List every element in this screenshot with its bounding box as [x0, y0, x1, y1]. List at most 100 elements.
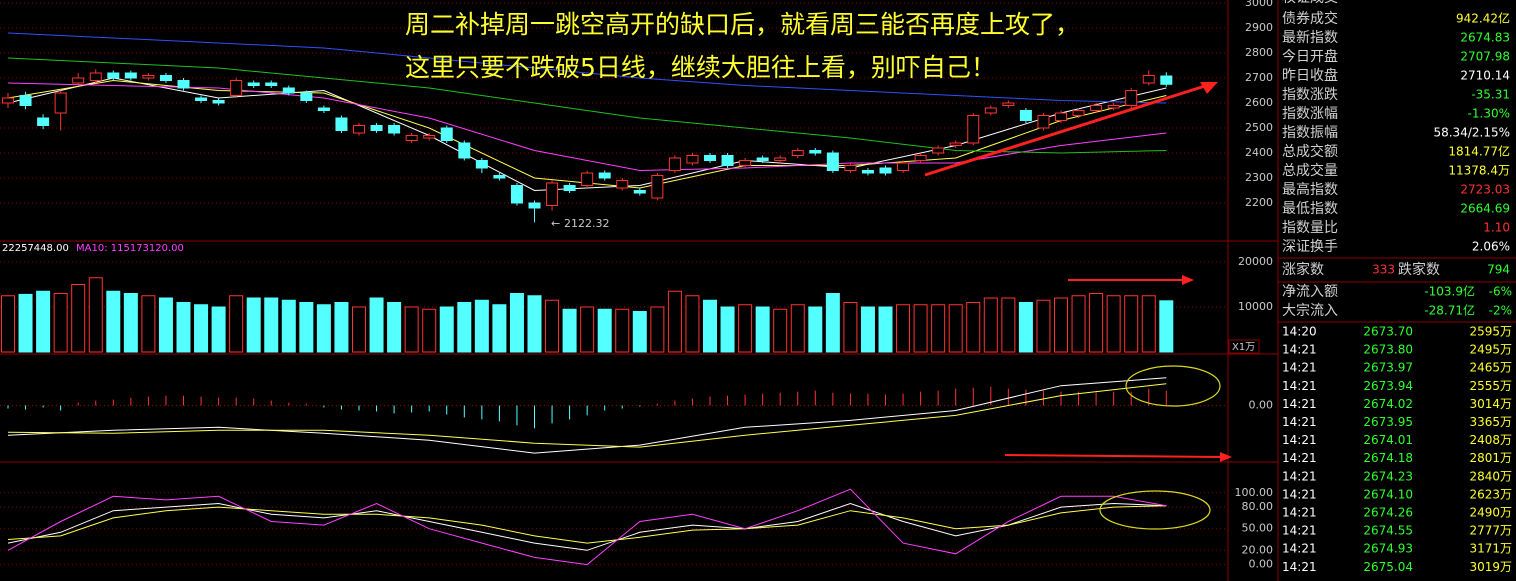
tick-time: 14:21 [1282, 524, 1317, 538]
volume-bar [36, 290, 51, 353]
tick-price: 2674.23 [1363, 469, 1413, 483]
trend-arrow [924, 84, 1206, 177]
y-tick-label: 3000 [1245, 0, 1273, 9]
volume-bar [53, 293, 68, 353]
tick-volume: 3014万 [1469, 397, 1512, 411]
tick-time: 14:21 [1282, 415, 1317, 429]
y-tick-label: 2200 [1245, 196, 1273, 209]
volume-bar [264, 297, 279, 353]
arrow-head [1200, 82, 1218, 94]
row-value: 1814.77亿 [1448, 144, 1510, 159]
volume-unit: X1万 [1232, 342, 1255, 353]
row-label: 指数涨跌 [1282, 87, 1338, 103]
row-label: 昨日收盘 [1282, 67, 1338, 84]
tick-volume: 2777万 [1469, 524, 1512, 538]
tick-price: 2673.97 [1363, 361, 1413, 375]
tick-time: 14:21 [1282, 379, 1317, 393]
row-value: 1.10 [1483, 221, 1510, 235]
tick-volume: 2555万 [1469, 379, 1512, 393]
tick-time: 14:21 [1282, 361, 1317, 375]
flat-arrow [1004, 454, 1223, 458]
candle-body [1072, 110, 1085, 116]
tick-volume: 2465万 [1469, 361, 1512, 375]
candle-body [1125, 90, 1138, 106]
low-label: 2122.32 [564, 217, 610, 230]
row-label: 权证成交 [1282, 0, 1338, 6]
candle-body [300, 92, 313, 101]
row-label: 最低指数 [1282, 201, 1338, 217]
volume-bar [1071, 295, 1086, 353]
candle-body [107, 72, 120, 79]
volume-bar [299, 302, 314, 353]
tick-time: 14:21 [1282, 397, 1317, 411]
volume-bar [404, 306, 419, 353]
indicator-line [7, 488, 1167, 566]
candle-body [1019, 110, 1032, 121]
candle-body [949, 142, 962, 146]
y-tick-label: 80.00 [1242, 500, 1274, 513]
candle-body [721, 155, 734, 166]
candle-body [774, 157, 787, 161]
candle-body [493, 175, 506, 179]
tick-time: 14:21 [1282, 542, 1317, 556]
volume-bar [632, 311, 647, 353]
row-value: -2% [1489, 304, 1512, 318]
candle-body [212, 100, 225, 104]
volume-bar [123, 293, 138, 353]
volume-bar [913, 304, 928, 353]
volume-bar [773, 308, 788, 353]
tick-volume: 3019万 [1469, 560, 1512, 574]
volume-bar [229, 295, 244, 353]
y-tick-label: 2600 [1245, 96, 1273, 109]
row-label: 今日开盘 [1282, 48, 1338, 65]
candle-body [861, 170, 874, 174]
volume-bar [1124, 295, 1139, 353]
y-tick-label: 20.00 [1242, 543, 1274, 556]
volume-bar [527, 295, 542, 353]
tick-price: 2674.02 [1363, 397, 1413, 411]
row-label: 最高指数 [1282, 181, 1338, 198]
candle-body [844, 165, 857, 171]
candle-body [616, 180, 629, 189]
volume-bar [334, 302, 349, 353]
volume-bar [141, 295, 156, 353]
candle-body [282, 87, 295, 94]
candle-body [897, 162, 910, 171]
y-tick-label: 50.00 [1242, 522, 1274, 535]
volume-bar [1001, 297, 1016, 353]
tick-price: 2674.26 [1363, 506, 1413, 520]
volume-bar [703, 299, 717, 353]
y-tick-label: 2300 [1245, 171, 1273, 184]
row-value: -28.71亿 [1424, 303, 1475, 318]
candle-body [1107, 105, 1120, 109]
tick-volume: 2595万 [1469, 325, 1512, 339]
candle-body [739, 160, 752, 166]
volume-bar [71, 284, 86, 353]
tick-volume: 2495万 [1469, 343, 1512, 357]
row-value: 794 [1487, 263, 1510, 277]
volume-bar [509, 293, 524, 353]
volume-bar [580, 306, 595, 353]
volume-bar [316, 304, 331, 353]
volume-bar [246, 297, 261, 353]
candle-body [984, 107, 997, 114]
volume-bar [597, 308, 612, 353]
volume-header: MA10: 115173120.00 [76, 243, 184, 254]
row-value: -6% [1489, 285, 1512, 299]
volume-bar [106, 290, 121, 353]
candle-body [2, 97, 14, 104]
volume-bar [211, 306, 226, 353]
row-label: 大宗流入 [1282, 303, 1338, 319]
candle-body [809, 150, 822, 154]
candle-body [546, 182, 559, 206]
arrow-head [1182, 275, 1194, 285]
candle-body [405, 135, 418, 141]
candle-body [89, 72, 102, 81]
unit-box [1228, 339, 1260, 354]
candle-body [563, 185, 576, 191]
indicator-line [7, 502, 1167, 551]
volume-bar [1159, 300, 1174, 353]
volume-bar [281, 299, 296, 353]
tick-volume: 2623万 [1469, 487, 1512, 501]
candle-body [19, 95, 32, 106]
